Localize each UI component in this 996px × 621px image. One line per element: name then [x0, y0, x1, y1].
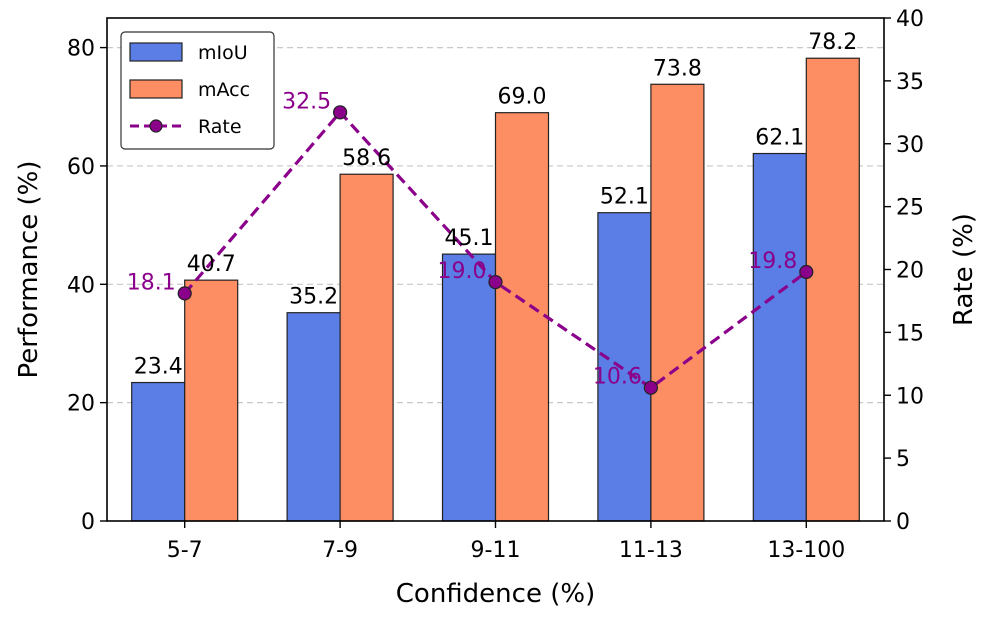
x-tick-label-4: 13-100: [767, 538, 845, 563]
y-tick-label-0: 0: [81, 510, 95, 535]
rate-label-3: 10.6: [593, 365, 642, 390]
y2-tick-label-5: 5: [896, 447, 910, 472]
y2-tick-label-25: 25: [896, 196, 924, 221]
legend-swatch-rate-marker: [149, 119, 163, 133]
bar-miou-3: [597, 212, 652, 522]
legend-label-macc: mAcc: [198, 79, 250, 101]
x-tick-label-2: 9-11: [471, 538, 521, 563]
y2-tick-label-10: 10: [896, 384, 924, 409]
bar-macc-4: [805, 57, 860, 522]
rate-marker-3: [643, 380, 659, 395]
bar-macc-1: [339, 173, 394, 522]
legend-label-miou: mIoU: [198, 42, 248, 64]
bar-macc-0: [184, 279, 239, 522]
bar-label-miou-1: 35.2: [289, 285, 338, 310]
bar-miou-0: [131, 381, 186, 522]
x-tick-label-0: 5-7: [167, 538, 203, 563]
axes: 0 20 40 60 80 0 5 10 15 20 25 30 35 40 5-7 7-9 9-11 11-13…: [67, 7, 924, 563]
y-tick-label-40: 40: [67, 273, 95, 298]
y-tick-label-20: 20: [67, 392, 95, 417]
rate-label-4: 19.8: [748, 249, 797, 274]
bar-miou-4: [752, 152, 807, 522]
x-axis-title: Confidence (%): [396, 579, 595, 609]
bar-label-macc-0: 40.7: [187, 252, 236, 277]
bar-label-miou-2: 45.1: [445, 226, 494, 251]
y2-tick-label-40: 40: [896, 7, 924, 32]
x-tick-label-1: 7-9: [322, 538, 358, 563]
legend-swatch-macc: [129, 79, 183, 99]
rate-marker-4: [799, 264, 814, 280]
y2-tick-label-0: 0: [896, 510, 910, 535]
bar-label-miou-0: 23.4: [134, 355, 183, 380]
y-tick-label-80: 80: [67, 37, 95, 62]
rate-marker-0: [177, 286, 192, 301]
bar-miou-2: [441, 253, 497, 522]
bar-label-macc-4: 78.2: [808, 30, 857, 55]
bar-label-macc-3: 73.8: [653, 56, 702, 81]
legend: mIoU mAcc Rate: [120, 31, 275, 150]
rate-label-1: 32.5: [282, 89, 331, 114]
bar-macc-2: [494, 112, 550, 522]
y2-tick-label-15: 15: [896, 321, 924, 346]
rate-label-2: 19.0: [438, 259, 487, 284]
bar-label-miou-3: 52.1: [600, 185, 649, 210]
bar-label-macc-2: 69.0: [498, 85, 547, 110]
bar-label-miou-4: 62.1: [755, 126, 804, 151]
bar-macc-3: [650, 83, 705, 522]
rate-marker-2: [488, 274, 503, 290]
y2-tick-label-35: 35: [896, 70, 924, 95]
y-tick-label-60: 60: [67, 155, 95, 180]
y-axis-title: Performance (%): [14, 160, 44, 378]
bar-group: [131, 57, 860, 522]
data-label-group: 23.4 35.2 45.1 52.1 62.1 40.7 58.6 69.0 73.8 78.2…: [127, 30, 858, 389]
x-tick-label-3: 11-13: [619, 538, 683, 563]
rate-marker-1: [333, 105, 348, 120]
y2-tick-label-30: 30: [896, 133, 924, 158]
bar-label-macc-1: 58.6: [342, 146, 391, 171]
legend-label-rate: Rate: [198, 116, 242, 138]
rate-label-0: 18.1: [127, 270, 176, 295]
legend-swatch-miou: [129, 42, 183, 62]
rate-line-group: [177, 105, 814, 395]
bar-miou-1: [286, 312, 341, 522]
y2-tick-label-20: 20: [896, 259, 924, 284]
y2-axis-title: Rate (%): [949, 213, 979, 326]
